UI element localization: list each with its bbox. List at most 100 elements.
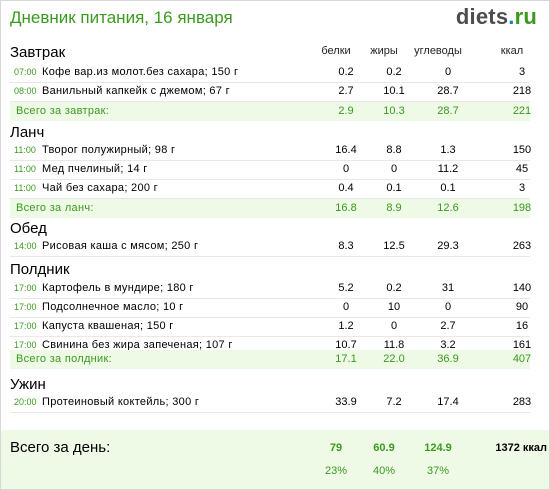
total-carbs: 28.7 bbox=[437, 105, 459, 117]
item-time: 07:00 bbox=[14, 67, 37, 77]
site-logo[interactable]: diets.ru bbox=[456, 4, 537, 30]
item-fat: 0.1 bbox=[386, 182, 402, 194]
table-row: 11:00 Чай без сахара; 200 г 0.4 0.1 0.1 … bbox=[10, 180, 530, 199]
total-fat: 8.9 bbox=[386, 202, 402, 214]
item-kcal: 3 bbox=[518, 182, 526, 194]
item-carbs: 1.3 bbox=[440, 144, 456, 156]
item-kcal: 140 bbox=[512, 282, 532, 294]
logo-part-2: ru bbox=[514, 4, 537, 29]
item-kcal: 283 bbox=[512, 396, 532, 408]
item-protein: 10.7 bbox=[335, 339, 357, 351]
item-fat: 0 bbox=[390, 320, 398, 332]
day-total-carbs: 124.9 bbox=[424, 442, 452, 454]
item-kcal: 3 bbox=[518, 66, 526, 78]
table-row: 17:00 Капуста квашеная; 150 г 1.2 0 2.7 … bbox=[10, 318, 530, 337]
logo-dot: . bbox=[508, 4, 515, 29]
item-time: 17:00 bbox=[14, 340, 37, 350]
day-total-kcal: 1372 ккал bbox=[495, 442, 547, 454]
item-carbs: 0.1 bbox=[440, 182, 456, 194]
item-kcal: 161 bbox=[512, 339, 532, 351]
item-name[interactable]: Капуста квашеная; 150 г bbox=[42, 320, 174, 332]
item-protein: 2.7 bbox=[338, 85, 354, 97]
item-protein: 0 bbox=[342, 163, 350, 175]
day-carbs-percent: 37% bbox=[426, 465, 450, 477]
item-fat: 0 bbox=[390, 163, 398, 175]
item-carbs: 3.2 bbox=[440, 339, 456, 351]
total-fat: 22.0 bbox=[383, 353, 405, 365]
table-row: 08:00 Ванильный капкейк с джемом; 67 г 2… bbox=[10, 83, 531, 102]
total-label: Всего за завтрак: bbox=[16, 105, 110, 117]
item-name[interactable]: Свинина без жира запеченая; 107 г bbox=[42, 339, 233, 351]
item-kcal: 150 bbox=[512, 144, 532, 156]
item-name[interactable]: Рисовая каша с мясом; 250 г bbox=[42, 240, 199, 252]
item-protein: 0 bbox=[342, 301, 350, 313]
item-carbs: 0 bbox=[444, 301, 452, 313]
item-name[interactable]: Кофе вар.из молот.без сахара; 150 г bbox=[42, 66, 239, 78]
page-title: Дневник питания, 16 января bbox=[10, 8, 233, 27]
item-name[interactable]: Картофель в мундире; 180 г bbox=[42, 282, 194, 294]
item-name[interactable]: Творог полужирный; 98 г bbox=[42, 144, 176, 156]
section-title-snack: Полдник bbox=[10, 261, 70, 278]
item-fat: 11.8 bbox=[383, 339, 405, 351]
item-time: 17:00 bbox=[14, 321, 37, 331]
item-time: 11:00 bbox=[14, 145, 36, 155]
logo-part-1: diets bbox=[455, 4, 509, 29]
item-fat: 0.2 bbox=[386, 66, 402, 78]
total-kcal: 221 bbox=[512, 105, 532, 117]
header: Дневник питания, 16 января diets.ru bbox=[1, 1, 549, 34]
section-total-row: Всего за завтрак: 2.9 10.3 28.7 221 bbox=[10, 102, 531, 121]
total-fat: 10.3 bbox=[383, 105, 405, 117]
total-carbs: 36.9 bbox=[437, 353, 459, 365]
item-fat: 10.1 bbox=[383, 85, 405, 97]
col-header-protein: белки bbox=[321, 45, 351, 57]
section-total-row: Всего за ланч: 16.8 8.9 12.6 198 bbox=[10, 199, 531, 218]
item-kcal: 45 bbox=[515, 163, 529, 175]
table-row: 17:00 Картофель в мундире; 180 г 5.2 0.2… bbox=[10, 280, 531, 299]
total-protein: 17.1 bbox=[335, 353, 357, 365]
col-header-fat: жиры bbox=[370, 45, 398, 57]
item-carbs: 29.3 bbox=[437, 240, 459, 252]
day-protein-percent: 23% bbox=[324, 465, 348, 477]
item-time: 17:00 bbox=[14, 283, 37, 293]
item-kcal: 218 bbox=[512, 85, 532, 97]
item-time: 11:00 bbox=[14, 164, 36, 174]
item-protein: 5.2 bbox=[338, 282, 354, 294]
section-title-supper: Ужин bbox=[10, 376, 46, 393]
item-time: 08:00 bbox=[14, 86, 37, 96]
table-row: 11:00 Мед пчелиный; 14 г 0 0 11.2 45 bbox=[10, 161, 530, 180]
day-total-fat: 60.9 bbox=[373, 442, 395, 454]
day-total-panel: Всего за день: 79 60.9 124.9 1372 ккал 2… bbox=[1, 430, 549, 489]
section-title-lunch: Ланч bbox=[10, 124, 45, 141]
item-time: 17:00 bbox=[14, 302, 37, 312]
item-fat: 0.2 bbox=[386, 282, 402, 294]
section-title-dinner: Обед bbox=[10, 220, 47, 237]
item-name[interactable]: Мед пчелиный; 14 г bbox=[42, 163, 148, 175]
total-protein: 2.9 bbox=[338, 105, 354, 117]
item-time: 11:00 bbox=[14, 183, 36, 193]
item-name[interactable]: Чай без сахара; 200 г bbox=[42, 182, 158, 194]
item-fat: 8.8 bbox=[386, 144, 402, 156]
item-protein: 1.2 bbox=[338, 320, 354, 332]
total-kcal: 407 bbox=[512, 353, 532, 365]
col-header-kcal: ккал bbox=[500, 45, 524, 57]
item-protein: 8.3 bbox=[338, 240, 354, 252]
col-header-carbs: углеводы bbox=[414, 45, 462, 57]
item-name[interactable]: Ванильный капкейк с джемом; 67 г bbox=[42, 85, 230, 97]
item-carbs: 17.4 bbox=[437, 396, 459, 408]
item-time: 14:00 bbox=[14, 241, 37, 251]
total-protein: 16.8 bbox=[335, 202, 357, 214]
item-kcal: 263 bbox=[512, 240, 532, 252]
day-total-label: Всего за день: bbox=[10, 439, 111, 456]
item-time: 20:00 bbox=[14, 397, 37, 407]
item-fat: 7.2 bbox=[386, 396, 402, 408]
total-carbs: 12.6 bbox=[437, 202, 459, 214]
table-row: 17:00 Свинина без жира запеченая; 107 г … bbox=[10, 337, 531, 356]
item-carbs: 2.7 bbox=[440, 320, 456, 332]
item-name[interactable]: Подсолнечное масло; 10 г bbox=[42, 301, 184, 313]
item-carbs: 28.7 bbox=[437, 85, 459, 97]
total-kcal: 198 bbox=[512, 202, 532, 214]
item-protein: 33.9 bbox=[335, 396, 357, 408]
item-name[interactable]: Протеиновый коктейль; 300 г bbox=[42, 396, 200, 408]
item-fat: 10 bbox=[387, 301, 401, 313]
item-protein: 16.4 bbox=[335, 144, 357, 156]
